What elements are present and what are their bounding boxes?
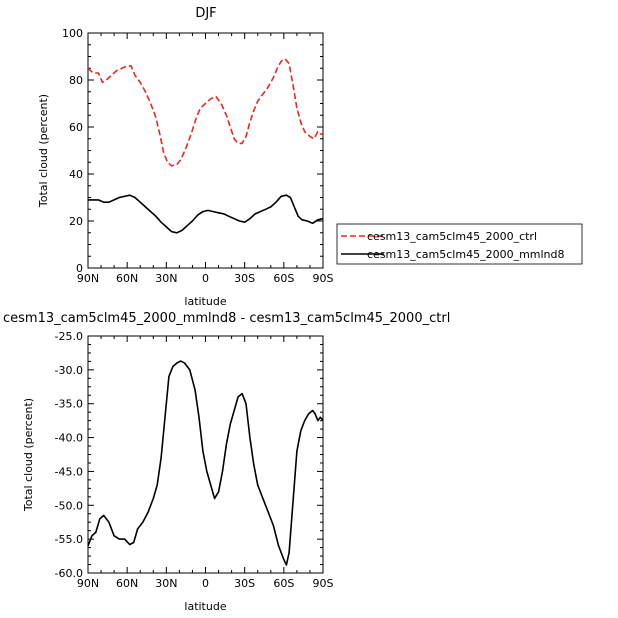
y-tick-label: -60.0 — [55, 567, 83, 580]
series-line-0 — [87, 58, 323, 167]
x-tick-label: 30S — [234, 272, 255, 285]
y-tick-label: 80 — [69, 74, 83, 87]
y-tick-label: -40.0 — [55, 432, 83, 445]
y-tick-label: -45.0 — [55, 465, 83, 478]
x-axis-label: latitude — [184, 600, 226, 613]
x-tick-label: 90S — [313, 272, 334, 285]
x-tick-label: 30N — [155, 577, 177, 590]
x-tick-label: 90N — [77, 577, 99, 590]
x-tick-label: 0 — [202, 272, 209, 285]
x-tick-label: 30S — [234, 577, 255, 590]
x-tick-label: 90N — [77, 272, 99, 285]
legend: cesm13_cam5clm45_2000_ctrl cesm13_cam5clm… — [336, 223, 583, 265]
x-tick-label: 60S — [273, 577, 294, 590]
y-tick-label: -25.0 — [55, 330, 83, 343]
x-tick-label: 0 — [202, 577, 209, 590]
x-tick-label: 60S — [273, 272, 294, 285]
bottom-panel-difference: cesm13_cam5clm45_2000_mmlnd8 - cesm13_ca… — [3, 311, 450, 613]
x-axis-label: latitude — [184, 295, 226, 308]
series-line-0 — [87, 360, 324, 566]
y-tick-label: 100 — [62, 27, 83, 40]
top-panel-djf: DJF 90N 60N 30N 0 30S 60S 90S 0 20 40 60 80 100 latitu… — [37, 6, 583, 308]
y-tick-label: 20 — [69, 215, 83, 228]
y-axis-label: Total cloud (percent) — [22, 398, 35, 512]
plot-frame — [87, 335, 324, 574]
legend-label-0: cesm13_cam5clm45_2000_ctrl — [367, 230, 537, 243]
y-tick-label: 40 — [69, 168, 83, 181]
y-tick-label: 0 — [76, 262, 83, 275]
chart-title: DJF — [195, 6, 216, 21]
x-tick-label: 60N — [116, 272, 138, 285]
chart-title: cesm13_cam5clm45_2000_mmlnd8 - cesm13_ca… — [3, 311, 450, 326]
y-tick-label: -55.0 — [55, 533, 83, 546]
x-tick-label: 30N — [155, 272, 177, 285]
y-tick-label: 60 — [69, 121, 83, 134]
x-tick-label: 60N — [116, 577, 138, 590]
legend-box — [336, 223, 583, 265]
legend-label-1: cesm13_cam5clm45_2000_mmlnd8 — [367, 248, 565, 261]
x-tick-label: 90S — [313, 577, 334, 590]
y-tick-label: -30.0 — [55, 364, 83, 377]
y-tick-label: -50.0 — [55, 499, 83, 512]
series-line-1 — [88, 194, 324, 234]
y-axis-label: Total cloud (percent) — [37, 94, 50, 208]
y-tick-label: -35.0 — [55, 398, 83, 411]
